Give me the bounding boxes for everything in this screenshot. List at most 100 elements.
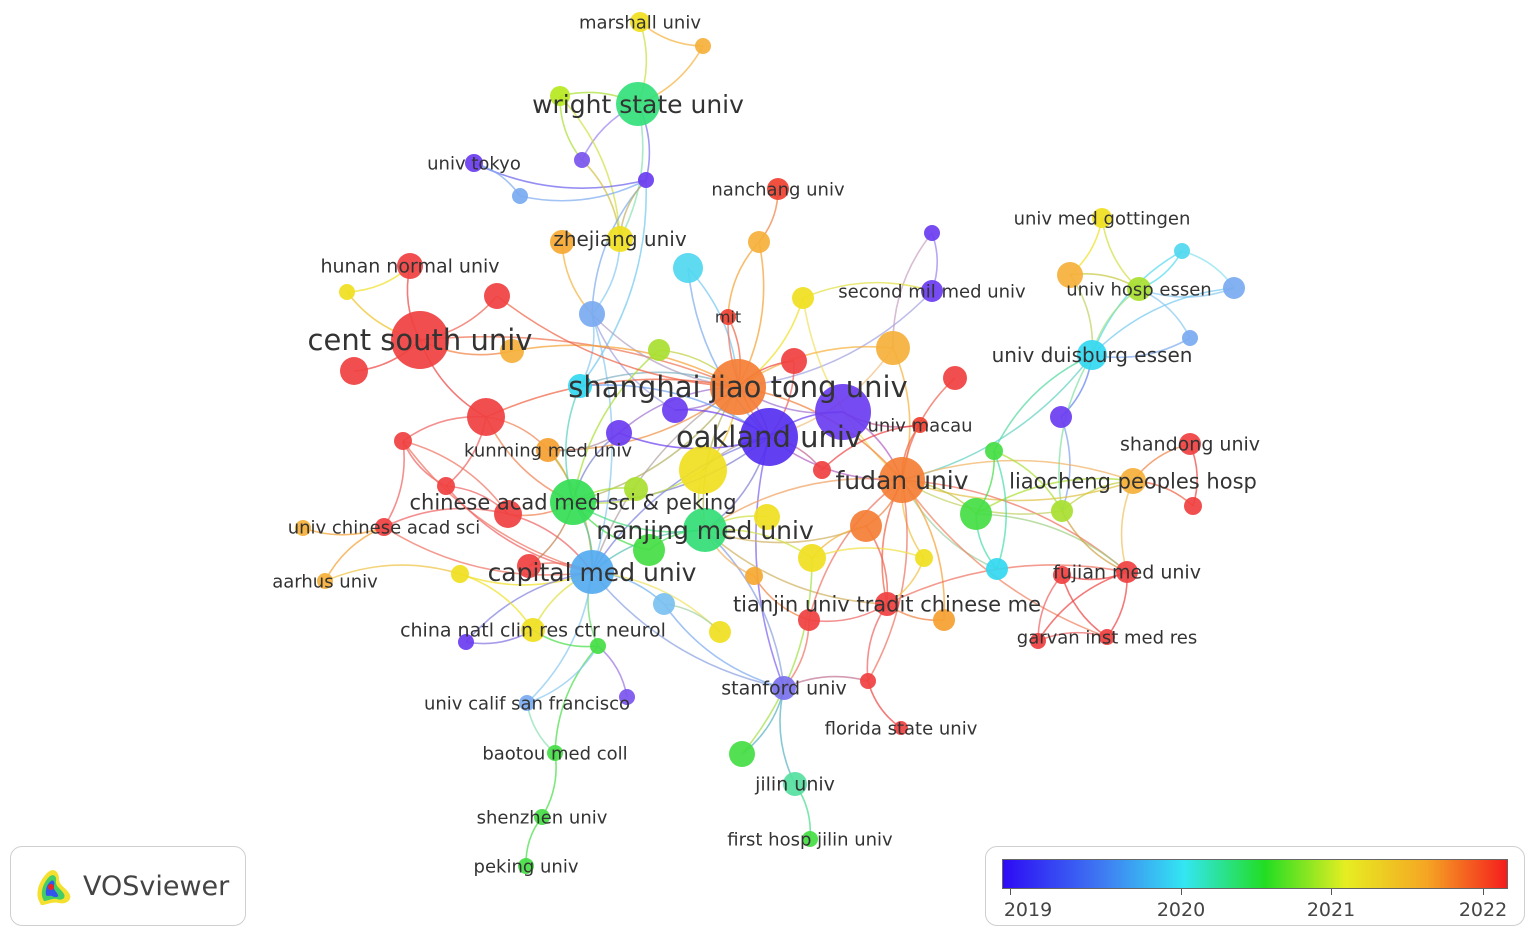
link-n_gr4-ucsf [526,645,599,704]
node-n_red5[interactable] [394,432,412,450]
node-n_pur7[interactable] [1050,406,1072,428]
node-n_red9[interactable] [494,500,522,528]
node-n_yel4[interactable] [754,504,780,530]
node-n_lime2[interactable] [648,339,670,361]
node-sjtu[interactable] [710,359,766,415]
node-n_blue4[interactable] [1182,330,1198,346]
node-nanchang[interactable] [767,178,789,200]
node-ucas[interactable] [375,518,393,536]
link-ucas-n_red9 [383,507,509,528]
node-gottingen[interactable] [1092,208,1112,228]
node-n_or_marshall[interactable] [695,38,711,54]
node-n_gr4[interactable] [590,638,606,654]
node-n_red4[interactable] [467,398,505,436]
node-cams[interactable] [550,479,596,525]
node-n_blue5[interactable] [653,593,675,615]
node-ucsf[interactable] [519,695,535,711]
node-fujian[interactable] [1116,561,1138,583]
node-n_red12[interactable] [798,609,820,631]
node-n_red1[interactable] [484,283,510,309]
node-n_or6[interactable] [850,510,882,542]
node-n_red11[interactable] [1053,566,1071,584]
node-n_gr2[interactable] [960,498,992,530]
node-n_lime_wright[interactable] [550,86,570,106]
node-n_or3[interactable] [1057,262,1083,288]
link-n_gr4-n_pur9 [597,645,628,698]
node-kunming[interactable] [536,438,560,462]
node-fudan[interactable] [879,457,925,503]
node-n_yel_hunan[interactable] [339,284,355,300]
node-n_red13[interactable] [1030,633,1046,649]
node-n_cyan1[interactable] [673,253,703,283]
node-oakland[interactable] [740,408,798,466]
node-n_or_zj[interactable] [550,230,574,254]
node-n_yel2[interactable] [792,287,814,309]
node-tianjin[interactable] [875,592,899,616]
node-nanjing[interactable] [683,508,727,552]
node-n_gr1[interactable] [985,442,1003,460]
node-cent[interactable] [391,311,449,369]
node-zhejiang[interactable] [607,226,633,252]
node-n_pur5[interactable] [662,397,688,423]
node-n_red2[interactable] [781,348,807,374]
node-n_pur1[interactable] [574,152,590,168]
node-n_red_cent[interactable] [340,357,368,385]
node-n_cy2[interactable] [1174,243,1190,259]
node-aarhus[interactable] [317,573,333,589]
node-n_pur6[interactable] [606,420,632,446]
node-shenzhen[interactable] [534,809,550,825]
node-hunan[interactable] [397,253,423,279]
node-n_gr5[interactable] [729,741,755,767]
node-firsthosp[interactable] [802,831,818,847]
node-liaocheng[interactable] [1120,468,1146,494]
node-second[interactable] [921,280,943,302]
node-n_or_cent[interactable] [500,339,524,363]
node-n_cy4[interactable] [986,558,1008,580]
node-n_or8[interactable] [933,609,955,631]
node-wright[interactable] [616,82,660,126]
node-n_cy3[interactable] [568,374,592,398]
node-n_blue1[interactable] [512,188,528,204]
node-n_yel5[interactable] [798,544,826,572]
node-n_yel6[interactable] [915,549,933,567]
node-essen[interactable] [1127,277,1151,301]
node-n_blue3[interactable] [1223,277,1245,299]
node-n_lime4[interactable] [1051,500,1073,522]
node-n_red10[interactable] [517,554,541,578]
node-capital[interactable] [570,550,614,594]
node-n_lime3[interactable] [624,477,648,501]
node-cnrc[interactable] [521,618,545,642]
node-n_or5[interactable] [295,520,311,536]
node-macau[interactable] [912,417,928,433]
node-n_yel3[interactable] [679,446,727,494]
node-n_pur8[interactable] [458,634,474,650]
node-garvan[interactable] [1099,629,1115,645]
node-n_yel8[interactable] [709,621,731,643]
node-n_gr3[interactable] [633,534,665,566]
legend-gradient-bar [1002,859,1508,889]
node-n_yel7[interactable] [451,565,469,583]
node-mit[interactable] [720,309,736,325]
node-shandong[interactable] [1179,433,1201,455]
node-n_pur2[interactable] [638,172,654,188]
node-n_red14[interactable] [860,673,876,689]
node-n_blue2[interactable] [579,301,605,327]
node-n_red7[interactable] [437,477,455,495]
node-n_red8[interactable] [1184,497,1202,515]
node-tokyo[interactable] [465,154,483,172]
node-peking[interactable] [518,858,534,874]
node-florida[interactable] [894,721,908,735]
node-baotou[interactable] [547,745,563,761]
node-n_red3[interactable] [943,366,967,390]
node-n_red6[interactable] [813,461,831,479]
node-duisburg[interactable] [1077,340,1107,370]
node-jilin[interactable] [783,772,807,796]
node-marshall[interactable] [630,12,650,32]
node-stanford[interactable] [772,676,796,700]
node-n_pur9[interactable] [619,689,635,705]
node-n_pur4[interactable] [815,384,871,440]
node-n_or2[interactable] [748,231,770,253]
node-n_or4[interactable] [876,331,910,365]
node-n_or7[interactable] [745,567,763,585]
node-n_pur3[interactable] [924,225,940,241]
